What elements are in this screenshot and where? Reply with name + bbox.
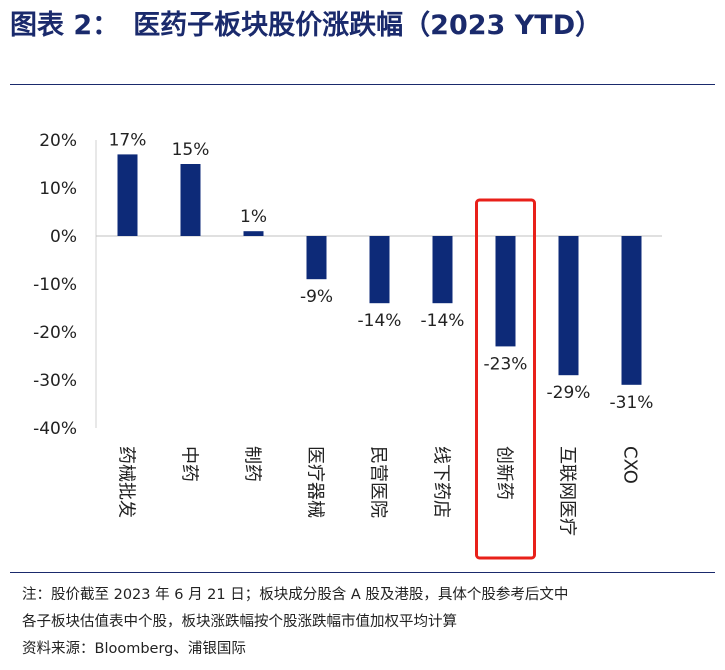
figure-title-text: 医药子板块股价涨跌幅（2023 YTD） [133, 10, 603, 41]
category-label: 药械批发 [116, 446, 137, 518]
bars-group [117, 154, 642, 385]
bar [621, 236, 642, 385]
bar [369, 236, 390, 304]
source-line: 资料来源：Bloomberg、浦银国际 [22, 641, 246, 657]
category-label: 医疗器械 [305, 446, 326, 518]
y-tick-label: -10% [33, 275, 77, 295]
data-label: 17% [109, 130, 147, 150]
title-divider [10, 84, 715, 85]
category-label: 民营医院 [368, 446, 389, 518]
data-label: 15% [172, 140, 210, 160]
y-tick-label: 0% [50, 227, 77, 247]
data-label: 1% [240, 207, 267, 227]
category-label: CXO [620, 446, 641, 484]
category-label: 互联网医疗 [557, 446, 578, 536]
figure-number: 图表 2： [10, 10, 120, 41]
bar [306, 236, 327, 280]
data-label: -14% [421, 311, 465, 331]
bar [558, 236, 579, 376]
category-label: 中药 [179, 446, 200, 482]
data-label: -31% [610, 393, 654, 413]
bar [495, 236, 516, 347]
data-label: -29% [547, 383, 591, 403]
data-label: -14% [358, 311, 402, 331]
category-label: 创新药 [494, 446, 515, 500]
bar [117, 154, 138, 236]
category-label: 制药 [242, 446, 263, 482]
notes-divider [10, 572, 715, 573]
chart-notes: 注：股价截至 2023 年 6 月 21 日；板块成分股含 A 股及港股，具体个… [22, 582, 712, 663]
category-labels-group: 药械批发 中药 制药 医疗器械 民营医院 线下药店 创新药 互联网医疗 CXO [116, 446, 641, 536]
bar [243, 231, 264, 236]
note-line-2: 各子板块估值表中个股，板块涨跌幅按个股涨跌幅市值加权平均计算 [22, 614, 457, 630]
y-tick-label: -20% [33, 323, 77, 343]
y-tick-label: 20% [39, 131, 77, 151]
data-labels-group: 17% 15% 1% -9% -14% -14% -23% -29% -31% [109, 130, 654, 412]
note-line-1: 注：股价截至 2023 年 6 月 21 日；板块成分股含 A 股及港股，具体个… [22, 587, 569, 603]
y-axis: 20% 10% 0% -10% -20% -30% -40% [33, 131, 77, 439]
y-tick-label: 10% [39, 179, 77, 199]
data-label: -9% [300, 287, 333, 307]
category-label: 线下药店 [431, 446, 452, 518]
data-label: -23% [484, 354, 528, 374]
y-tick-label: -40% [33, 419, 77, 439]
bar-chart: 20% 10% 0% -10% -20% -30% -40% 17% 15% 1% -9% -14%… [33, 130, 662, 560]
chart-title: 图表 2： 医药子板块股价涨跌幅（2023 YTD） [10, 6, 715, 46]
bar [180, 164, 201, 236]
bar [432, 236, 453, 304]
highlight-box [475, 198, 536, 560]
y-tick-label: -30% [33, 371, 77, 391]
